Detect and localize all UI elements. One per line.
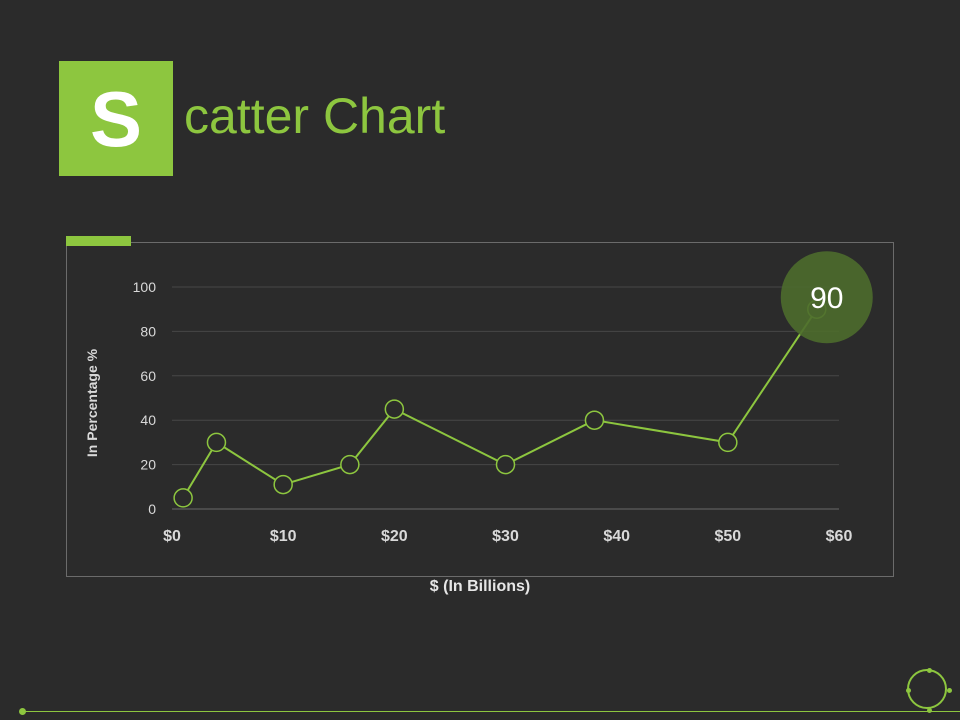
data-point xyxy=(340,454,360,475)
x-tick-label: $10 xyxy=(270,528,297,545)
x-tick-label: $40 xyxy=(603,528,630,545)
data-point xyxy=(206,432,227,453)
grid-lines xyxy=(172,286,839,510)
y-axis-title: In Percentage % xyxy=(84,348,100,458)
x-tick-label: $60 xyxy=(826,528,853,545)
data-point xyxy=(584,410,605,430)
value-callout: 90 xyxy=(780,251,873,344)
circle-with-dots-icon xyxy=(906,668,952,713)
title-letter-block: S xyxy=(59,61,173,176)
series xyxy=(173,299,827,508)
data-point xyxy=(718,432,738,453)
y-tick-label: 80 xyxy=(140,323,156,339)
x-tick-label: $20 xyxy=(381,528,408,545)
chart-frame xyxy=(66,242,894,577)
dot-icon xyxy=(927,708,932,713)
data-point xyxy=(273,474,293,495)
title-letter: S xyxy=(89,74,143,163)
data-point xyxy=(173,488,193,508)
x-axis-ticks: $0 $10 $20 $30 $40 $50 $60 xyxy=(163,528,852,545)
data-point xyxy=(495,454,516,475)
y-tick-label: 0 xyxy=(148,501,156,517)
x-axis-title: $ (In Billions) xyxy=(429,578,531,595)
footer-dot-icon xyxy=(19,708,26,715)
chart-frame-accent-bar xyxy=(66,236,131,246)
dot-icon xyxy=(927,668,932,673)
y-tick-label: 20 xyxy=(140,457,156,473)
footer-line xyxy=(22,711,960,712)
callout-label: 90 xyxy=(810,282,843,315)
callout-circle xyxy=(780,251,873,344)
dot-icon xyxy=(906,688,911,693)
x-tick-label: $0 xyxy=(163,528,181,545)
y-axis-ticks: 0 20 40 60 80 100 xyxy=(133,279,157,517)
y-tick-label: 60 xyxy=(140,368,156,384)
x-tick-label: $30 xyxy=(492,528,519,545)
y-tick-label: 40 xyxy=(140,412,156,428)
y-tick-label: 100 xyxy=(133,279,157,295)
dot-icon xyxy=(947,688,952,693)
slide-title: catter Chart xyxy=(184,88,446,144)
data-point xyxy=(384,399,405,419)
x-tick-label: $50 xyxy=(714,528,741,545)
